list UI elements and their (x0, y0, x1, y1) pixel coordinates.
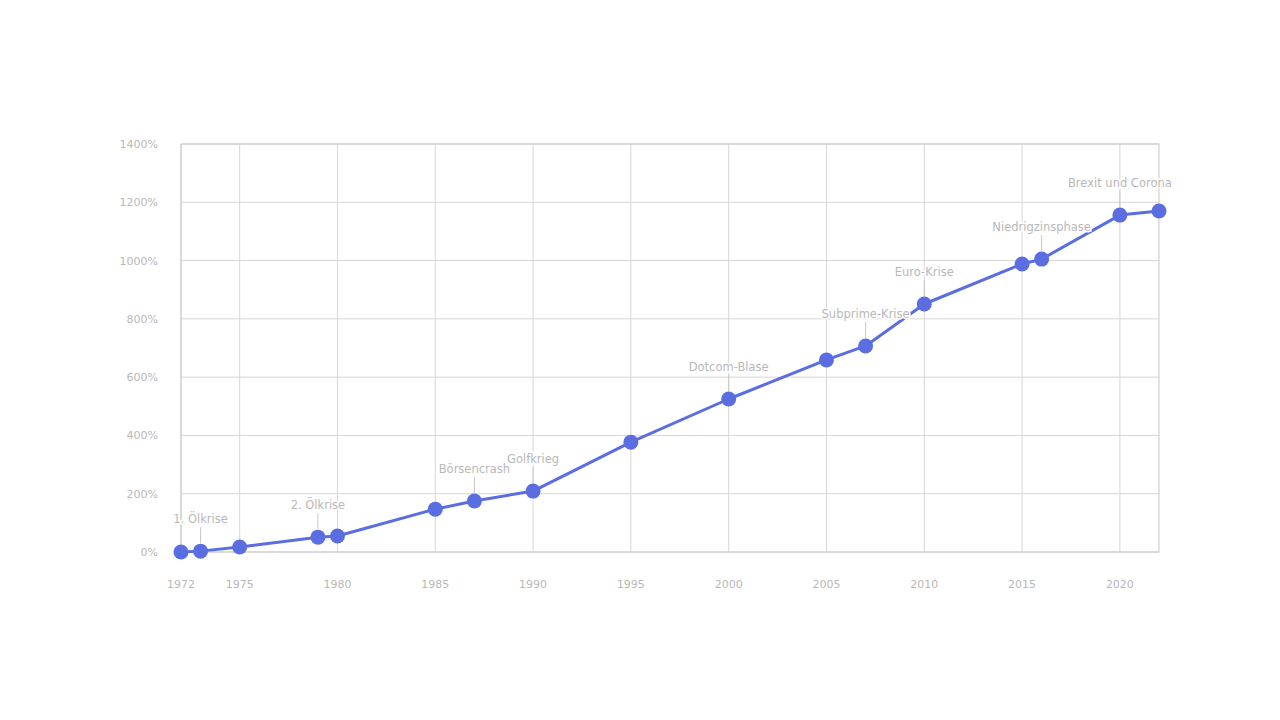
annotation-leader (200, 527, 201, 543)
point (917, 296, 932, 311)
y-tick-label: 800% (127, 313, 158, 326)
x-grid-line (337, 144, 338, 552)
point (1015, 257, 1030, 272)
point (428, 502, 443, 517)
x-tick-label: 2005 (812, 578, 840, 591)
line (181, 211, 1159, 552)
point (467, 494, 482, 509)
annotation: Golfkrieg (507, 452, 559, 466)
annotation: Dotcom-Blase (689, 360, 769, 374)
y-grid-line (181, 202, 1159, 203)
x-tick-label: 2000 (715, 578, 743, 591)
x-grid-line (435, 144, 436, 552)
point (330, 528, 345, 543)
point (623, 435, 638, 450)
chart: 0% 200% 400% 600% 800% 1000% 1200% 1400% 1972 197… (0, 0, 1280, 720)
point (1112, 208, 1127, 223)
y-grid-line (181, 435, 1159, 436)
annotation: Niedrigzinsphase (992, 220, 1091, 234)
annotation-leader (533, 467, 534, 483)
annotation-leader (924, 280, 925, 296)
x-tick-label: 1972 (167, 578, 195, 591)
point (310, 530, 325, 545)
plot-frame (181, 144, 1159, 552)
x-tick-label: 1985 (421, 578, 449, 591)
annotation: 2. Ölkrise (291, 496, 346, 512)
point (1034, 252, 1049, 267)
annotation-leader (728, 375, 729, 391)
y-tick-label: 600% (127, 371, 158, 384)
x-grid-line (1119, 144, 1120, 552)
annotation-leader (1041, 235, 1042, 251)
y-tick-label: 0% (141, 546, 158, 559)
annotation-leader (474, 477, 475, 493)
x-tick-label: 1990 (519, 578, 547, 591)
point (232, 540, 247, 555)
x-grid-line (826, 144, 827, 552)
y-grid-line (181, 493, 1159, 494)
x-grid-line (239, 144, 240, 552)
annotation: 1. Ölkrise (173, 510, 228, 526)
annotation-leader (1119, 191, 1120, 207)
y-grid-line (181, 377, 1159, 378)
point (526, 484, 541, 499)
x-tick-label: 1995 (617, 578, 645, 591)
x-tick-label: 1975 (226, 578, 254, 591)
annotation-leader (317, 513, 318, 529)
point (819, 352, 834, 367)
point (721, 392, 736, 407)
x-tick-label: 1980 (323, 578, 351, 591)
x-grid-line (1022, 144, 1023, 552)
x-grid-line (924, 144, 925, 552)
y-tick-label: 200% (127, 488, 158, 501)
series-group (174, 204, 1167, 560)
y-grid-line (181, 318, 1159, 319)
x-grid-line (630, 144, 631, 552)
point (1152, 204, 1167, 219)
y-tick-label: 1200% (120, 196, 158, 209)
x-tick-label: 2015 (1008, 578, 1036, 591)
annotation: Euro-Krise (895, 265, 954, 279)
y-tick-label: 1400% (120, 138, 158, 151)
x-tick-label: 2010 (910, 578, 938, 591)
annotation: Börsencrash (439, 462, 510, 476)
point (193, 544, 208, 559)
y-tick-label: 400% (127, 429, 158, 442)
point (174, 545, 189, 560)
y-tick-label: 1000% (120, 255, 158, 268)
x-tick-label: 2020 (1106, 578, 1134, 591)
annotation: Brexit und Corona (1068, 176, 1172, 190)
annotation-leader (865, 322, 866, 338)
x-grid-line (728, 144, 729, 552)
point (858, 338, 873, 353)
annotation: Subprime-Krise (822, 307, 910, 321)
y-grid-line (181, 260, 1159, 261)
